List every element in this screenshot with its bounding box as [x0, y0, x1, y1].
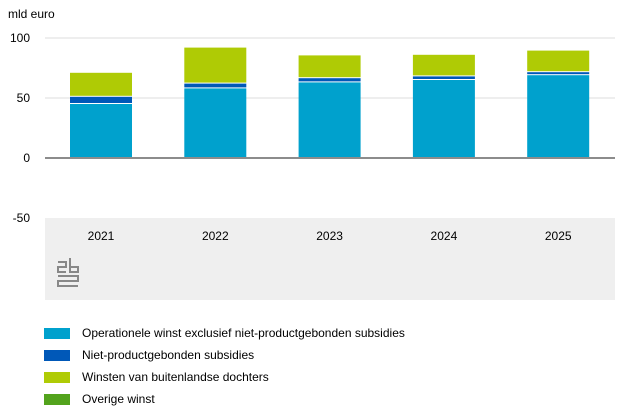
x-tick-label: 2023 — [316, 229, 343, 243]
legend-label: Niet-productgebonden subsidies — [82, 348, 255, 362]
cbs-logo — [57, 258, 79, 287]
legend-label: Overige winst — [82, 392, 155, 406]
bar-segment — [298, 55, 361, 78]
x-tick-label: 2025 — [545, 229, 572, 243]
bar-segment — [70, 72, 132, 96]
legend-swatch — [44, 349, 70, 361]
legend-label: Operationele winst exclusief niet-produc… — [82, 326, 405, 340]
bar-segment — [527, 72, 590, 75]
bar-segment — [298, 82, 361, 157]
bar-segment — [412, 80, 475, 157]
y-tick-label: -50 — [13, 211, 31, 225]
legend-swatch — [44, 371, 70, 383]
x-tick-label: 2021 — [88, 229, 115, 243]
chart: mld euro 100 50 0 -50 2021 2022 2023 2024 2025 — [8, 7, 615, 300]
bar-segment — [412, 76, 475, 79]
x-tick-label: 2024 — [431, 229, 458, 243]
legend-swatch — [44, 327, 70, 339]
bar-segment — [70, 104, 132, 157]
bar-segment — [70, 96, 132, 103]
legend-item: Operationele winst exclusief niet-produc… — [44, 322, 405, 344]
bar-segment — [527, 50, 590, 72]
legend: Operationele winst exclusief niet-produc… — [44, 322, 405, 410]
legend-item: Overige winst — [44, 388, 405, 410]
y-tick-label: 100 — [10, 31, 30, 45]
bar-segment — [298, 78, 361, 82]
bar-segment — [527, 75, 590, 157]
y-tick-label: 0 — [23, 151, 30, 165]
bar-segment — [412, 54, 475, 76]
legend-item: Winsten van buitenlandse dochters — [44, 366, 405, 388]
y-axis-label: mld euro — [8, 7, 55, 21]
legend-swatch — [44, 393, 70, 405]
x-tick-label: 2022 — [202, 229, 229, 243]
legend-label: Winsten van buitenlandse dochters — [82, 370, 269, 384]
y-tick-label: 50 — [17, 91, 31, 105]
bar-segment — [184, 83, 247, 88]
x-axis-band — [45, 218, 615, 300]
bar-segment — [184, 88, 247, 157]
bar-segment — [184, 47, 247, 83]
legend-item: Niet-productgebonden subsidies — [44, 344, 405, 366]
